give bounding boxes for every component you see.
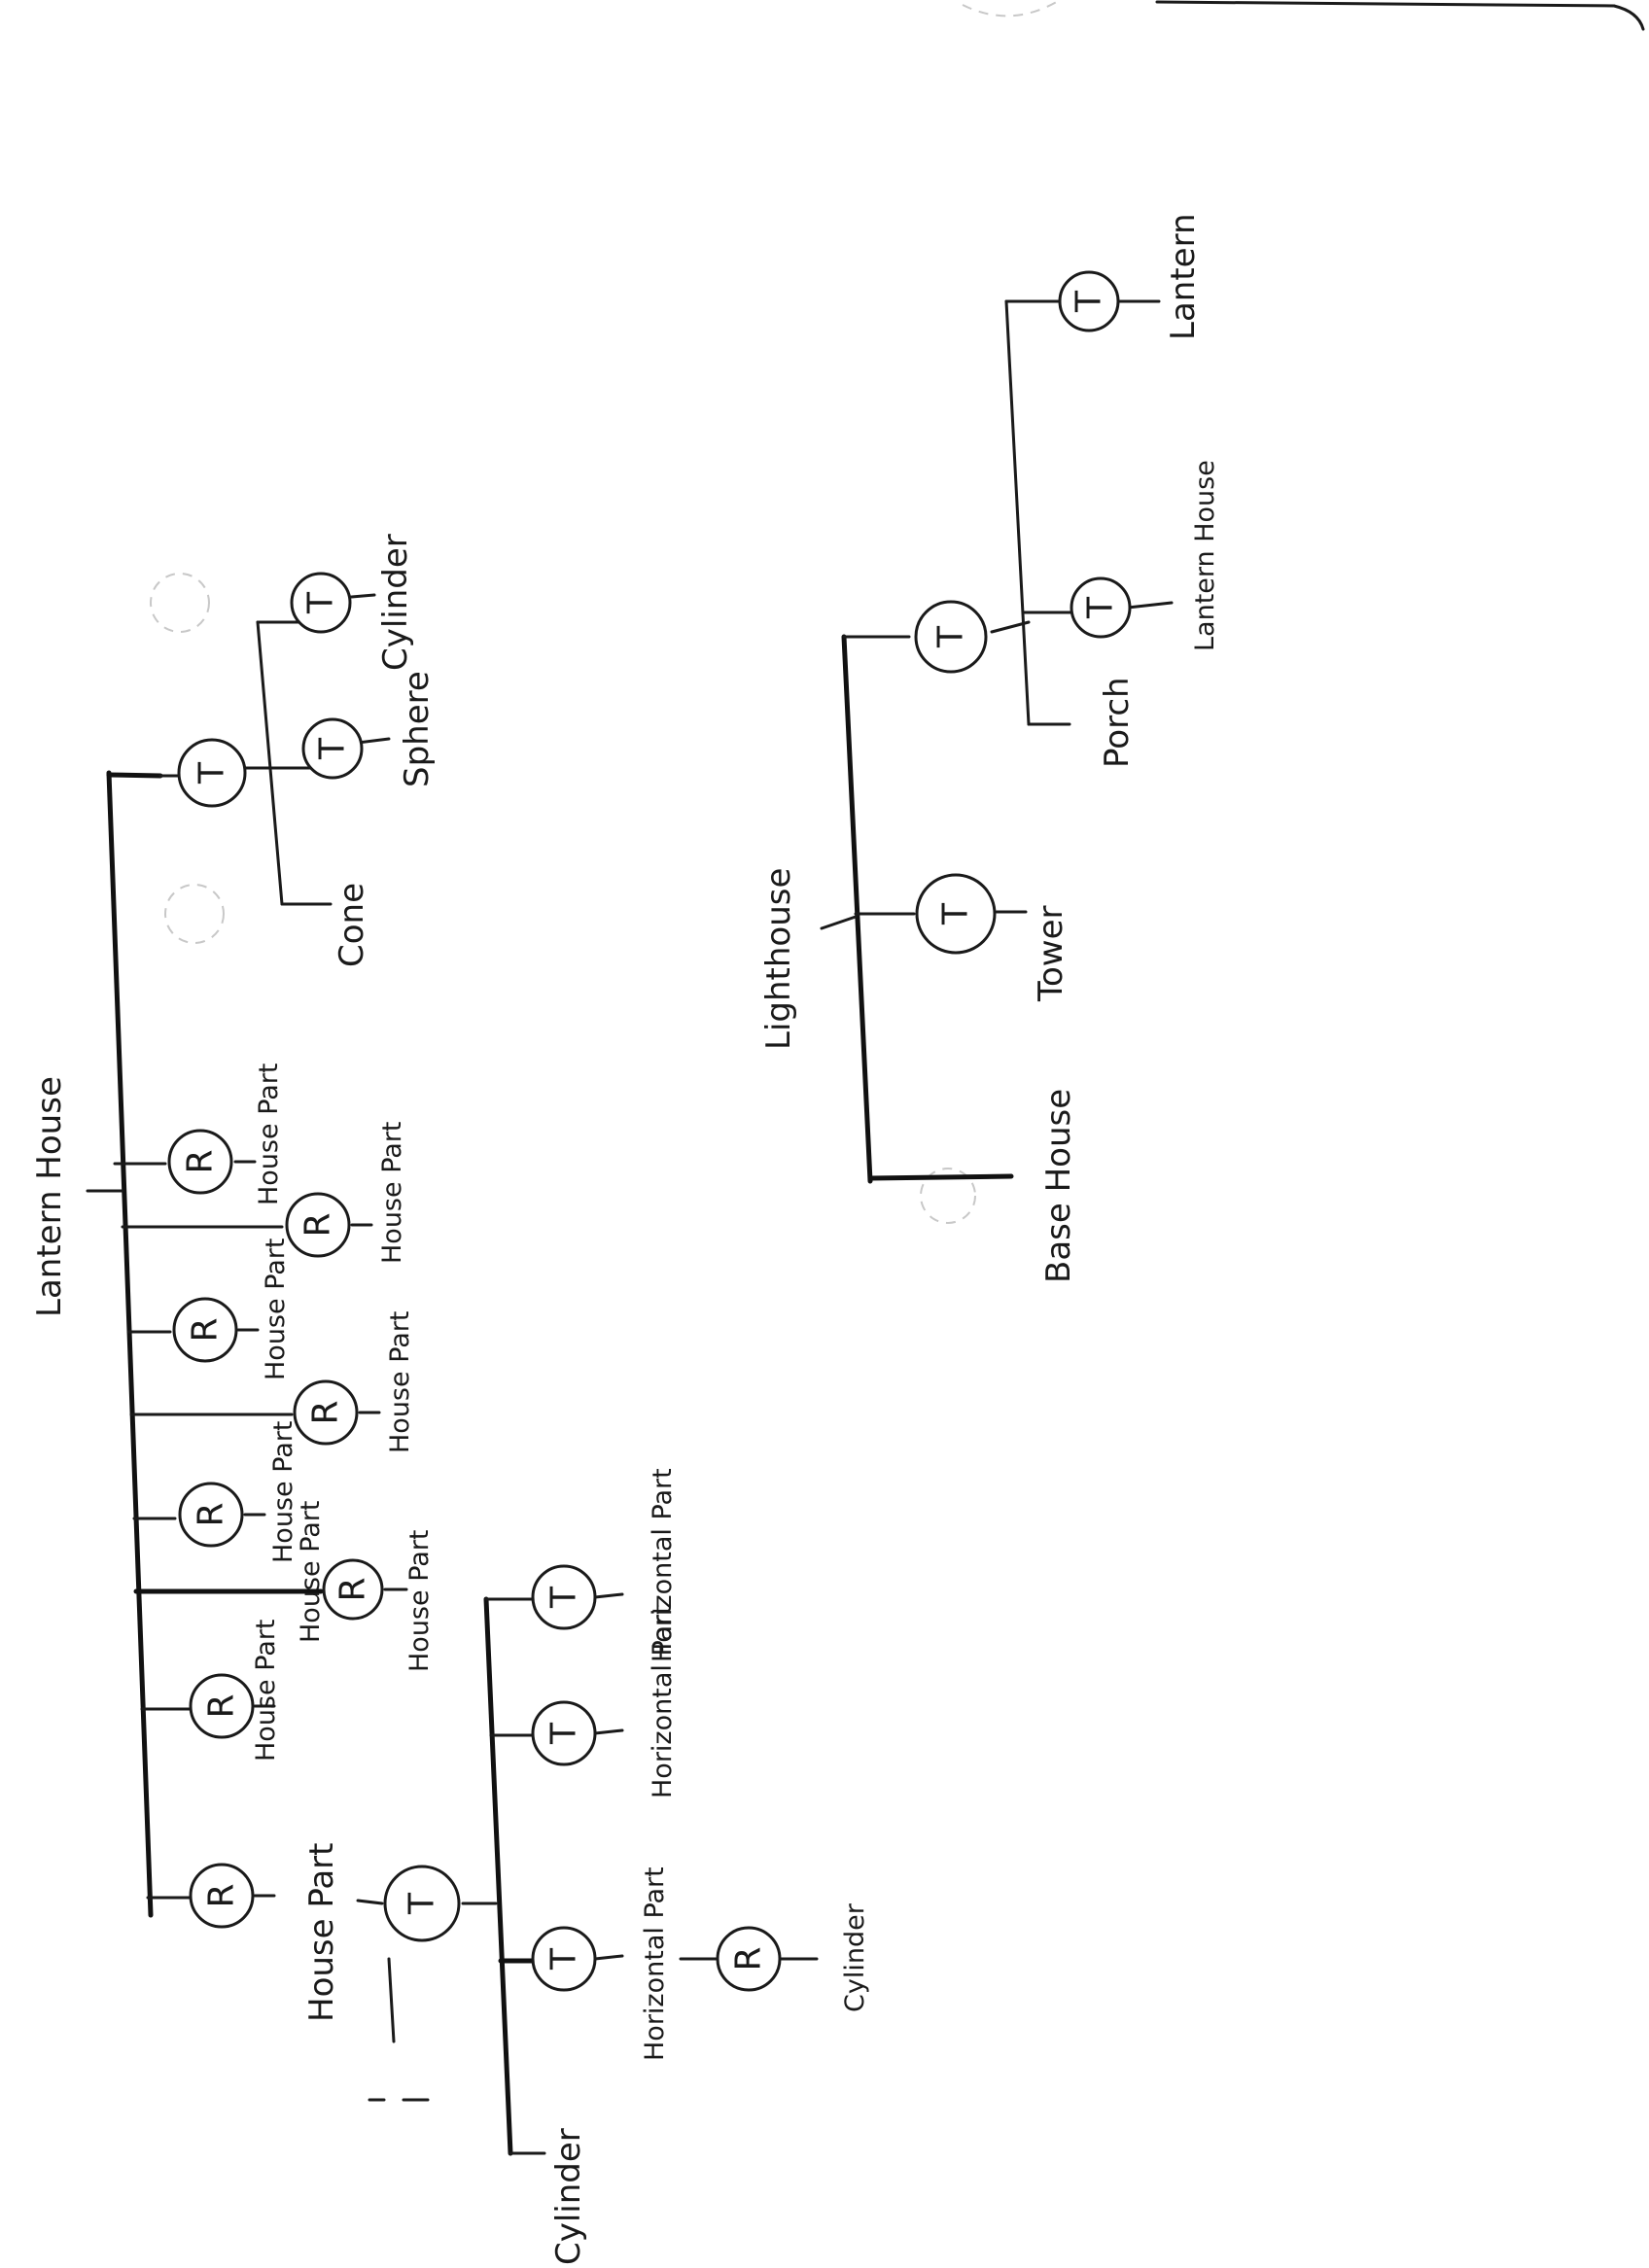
top-translate-child-bus: [256, 620, 284, 906]
top-border-line: [1155, 0, 1616, 8]
branch-to-top-translate: [106, 772, 163, 779]
left-main-spine: [106, 770, 154, 1918]
horizontal-part-label: Horizontal Part: [648, 1468, 678, 1662]
cylinder-label: Cylinder: [376, 534, 415, 671]
house-part-label: House Part: [302, 1843, 341, 2022]
right-main-spine: [841, 634, 873, 1184]
lower-translate-child-bus: [483, 1596, 513, 2156]
translate-letter: T: [936, 902, 976, 925]
sub-child-bus: [1004, 299, 1031, 726]
top-border-curl: [1612, 4, 1645, 31]
lantern-label: Lantern: [1164, 213, 1203, 340]
translate-node: T: [383, 1865, 461, 1942]
rotate-letter: R: [181, 1149, 221, 1173]
horizontal-part-label: Horizontal Part: [648, 1604, 678, 1798]
cylinder-label: Cylinder: [549, 2128, 588, 2265]
branch-to-base-house: [867, 1173, 1014, 1181]
right-tree: [820, 299, 1174, 1184]
translate-letter: T: [931, 625, 971, 648]
cone-label: Cone: [333, 883, 371, 967]
rotate-node: R: [322, 1558, 384, 1621]
lantern-house-label: Lantern House: [1190, 460, 1220, 651]
lantern-house-node-to-label: [1126, 601, 1174, 610]
rotate-node: R: [293, 1379, 359, 1446]
translate-node: T: [301, 717, 364, 780]
house-part-to-lower-translate: [356, 1899, 384, 1905]
house-part-label: House Part: [296, 1501, 326, 1644]
translate-letter: T: [1081, 596, 1121, 619]
house-part-label: House Part: [385, 1311, 415, 1454]
faint-ghost-circle: [164, 884, 225, 944]
rotate-letter: R: [202, 1693, 242, 1718]
faint-sketch-arc: [962, 0, 1061, 17]
rotate-letter: R: [729, 1946, 769, 1971]
rotate-letter: R: [202, 1883, 242, 1907]
translate-letter: T: [193, 761, 232, 785]
tick-horizontal: [593, 1592, 624, 1599]
tick-horizontal: [593, 1954, 624, 1961]
rotate-node: R: [172, 1297, 238, 1363]
translate-node: T: [914, 600, 988, 674]
labels: Lantern House Cylinder Sphere Cone House…: [30, 213, 1220, 2265]
rotate-letter: R: [333, 1577, 373, 1601]
lighthouse-root-label: Lighthouse: [759, 868, 798, 1050]
translate-letter: T: [544, 1722, 584, 1745]
rotate-node: R: [189, 1673, 255, 1739]
translate-letter: T: [313, 737, 353, 760]
rotate-letter: R: [186, 1317, 226, 1342]
house-part-label: House Part: [377, 1122, 407, 1265]
lantern-house-root-label: Lantern House: [30, 1076, 69, 1317]
translate-node: T: [915, 873, 997, 955]
rotate-node: R: [167, 1129, 233, 1195]
rotate-letter: R: [306, 1400, 346, 1424]
tower-label: Tower: [1032, 905, 1070, 1002]
translate-letter: T: [403, 1892, 442, 1915]
translate-letter: T: [544, 1586, 584, 1609]
base-house-label: Base House: [1039, 1089, 1078, 1283]
rotate-node: R: [178, 1482, 244, 1548]
house-part-label: House Part: [251, 1620, 281, 1762]
right-root-stub: [820, 915, 858, 930]
sphere-label: Sphere: [398, 671, 437, 787]
horizontal-part-label: Horizontal Part: [640, 1867, 670, 2061]
rotate-letter: R: [298, 1212, 338, 1237]
rotate-node: R: [189, 1863, 255, 1929]
porch-label: Porch: [1098, 677, 1137, 768]
translate-node: T: [531, 1700, 597, 1766]
cylinder-label: Cylinder: [840, 1902, 870, 2012]
nodes: T T T R R R R R R R R T T T T R T T T T: [167, 270, 1132, 1992]
translate-letter: T: [301, 591, 341, 614]
translate-node: T: [531, 1926, 597, 1992]
translate-node: T: [177, 738, 247, 808]
translate-node: T: [1070, 576, 1132, 639]
house-part-label: House Part: [261, 1239, 291, 1381]
rotate-node: R: [285, 1192, 351, 1258]
translate-letter: T: [1070, 290, 1109, 313]
faint-ghost-circle: [150, 573, 210, 633]
faint-left-stub: [387, 1957, 396, 2043]
translate-letter: T: [544, 1947, 584, 1971]
house-part-label: House Part: [254, 1064, 284, 1206]
house-part-label: House Part: [404, 1530, 435, 1673]
translate-node: T: [290, 572, 352, 634]
tick-horizontal: [593, 1728, 624, 1735]
rotate-letter: R: [192, 1502, 231, 1526]
rotate-node: R: [716, 1926, 782, 1992]
translate-node: T: [531, 1564, 597, 1630]
translate-node: T: [1058, 270, 1120, 332]
faint-ghost-circle: [920, 1168, 976, 1224]
house-part-label: House Part: [268, 1421, 298, 1564]
